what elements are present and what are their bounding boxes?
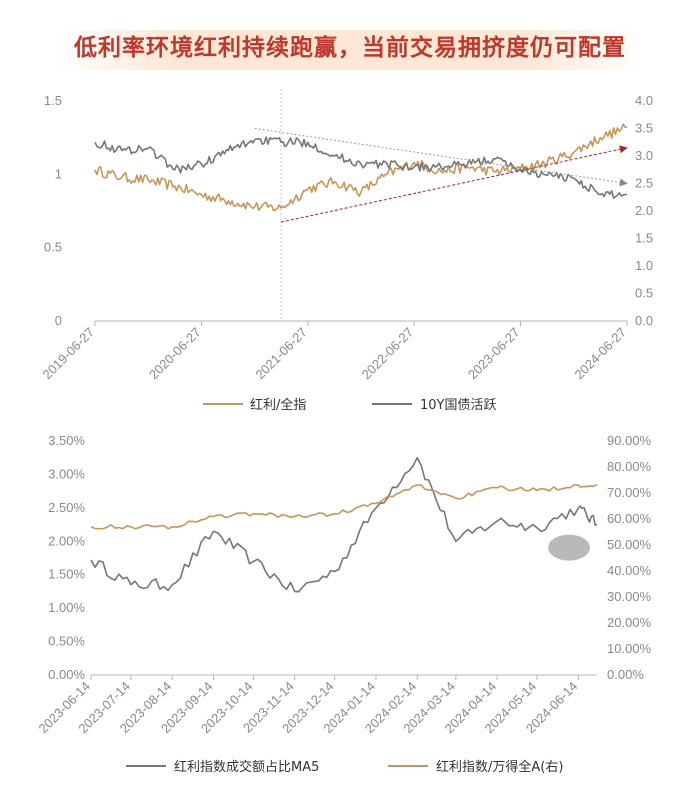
- c2-y-right-tick: 50.00%: [607, 537, 652, 552]
- c2-y-right-tick: 80.00%: [607, 459, 652, 474]
- c2-y-left-tick: 0.00%: [48, 667, 85, 682]
- c1-y-left-tick: 0: [55, 313, 62, 328]
- c2-y-right-tick: 70.00%: [607, 485, 652, 500]
- legend2-gold-label: 红利指数/万得全A(右): [436, 759, 563, 775]
- c2-y-right-tick: 10.00%: [607, 641, 652, 656]
- c1-y-right-tick: 0.0: [635, 313, 653, 328]
- c2-y-right-tick: 0.00%: [607, 667, 644, 682]
- title-banner: [58, 30, 642, 70]
- page-title: 低利率环境红利持续跑赢，当前交易拥挤度仍可配置: [74, 35, 626, 61]
- legend2-gray-label: 红利指数成交额占比MA5: [174, 759, 319, 775]
- c2-highlight-ellipse: [548, 534, 591, 561]
- c2-y-right-tick: 90.00%: [607, 433, 652, 448]
- c1-y-left-tick: 1.5: [44, 93, 62, 108]
- c2-series-gold-line: [90, 484, 598, 530]
- c2-y-left-tick: 1.00%: [48, 600, 85, 615]
- c2-y-left-tick: 3.00%: [48, 466, 85, 481]
- c1-y-right-tick: 3.0: [635, 148, 653, 163]
- c1-x-tick-label: 2020-06-27: [146, 325, 204, 383]
- legend1-gold-label: 红利/全指: [250, 397, 306, 413]
- chart-dividend-turnover-share: 0.00% 0.50% 1.00% 1.50% 2.00% 2.50% 3.00% 3.50%…: [35, 433, 651, 736]
- c1-x-tick-label: 2021-06-27: [252, 325, 310, 383]
- c2-series-gray-line: [90, 456, 598, 593]
- c1-x-tick-label: 2019-06-27: [39, 325, 97, 383]
- c1-y-right-tick: 4.0: [635, 93, 653, 108]
- c1-rising-trend-arrow: [280, 145, 628, 223]
- chart-dividend-vs-bond-yield: 0 0.5 1 1.5 0.0 0.5 1.0 1.5 2.0 2.5 3.0 3.5 4.0 2019-…: [39, 89, 653, 382]
- c1-y-right-tick: 2.0: [635, 203, 653, 218]
- c1-y-left-tick: 1: [55, 166, 62, 181]
- c1-y-right-tick: 3.5: [635, 121, 653, 136]
- c2-y-left-tick: 3.50%: [48, 433, 85, 448]
- c1-x-tick-label: 2023-06-27: [465, 325, 523, 383]
- c1-y-right-tick: 1.5: [635, 231, 653, 246]
- c2-y-right-tick: 20.00%: [607, 615, 652, 630]
- c1-series-gray-line: [94, 136, 627, 199]
- c1-y-right-tick: 1.0: [635, 258, 653, 273]
- c1-series-gold-line: [94, 123, 628, 212]
- c1-x-tick-label: 2022-06-27: [359, 325, 417, 383]
- c2-y-right-tick: 60.00%: [607, 511, 652, 526]
- c2-y-left-tick: 0.50%: [48, 634, 85, 649]
- legend1-gray-label: 10Y国债活跃: [420, 398, 496, 413]
- c1-y-right-tick: 2.5: [635, 176, 653, 191]
- c2-y-left-tick: 2.00%: [48, 533, 85, 548]
- c1-falling-trend-arrow: [254, 128, 628, 187]
- c2-y-left-tick: 2.50%: [48, 500, 85, 515]
- c1-y-right-tick: 0.5: [635, 286, 653, 301]
- c1-y-left-tick: 0.5: [44, 240, 62, 255]
- c2-y-right-tick: 30.00%: [607, 589, 652, 604]
- c1-x-tick-label: 2024-06-27: [571, 325, 629, 383]
- c2-y-right-tick: 40.00%: [607, 563, 652, 578]
- c2-y-left-tick: 1.50%: [48, 567, 85, 582]
